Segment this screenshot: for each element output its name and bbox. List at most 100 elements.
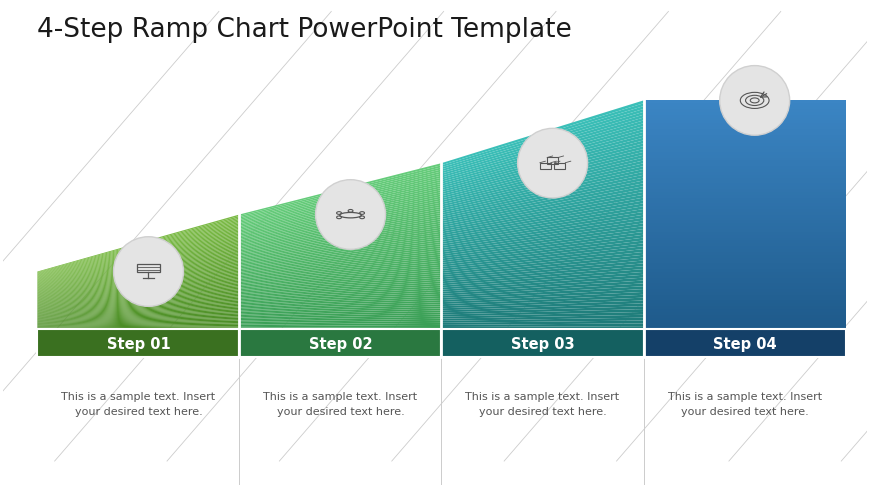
Polygon shape bbox=[37, 237, 239, 284]
Polygon shape bbox=[239, 306, 441, 315]
Polygon shape bbox=[441, 187, 643, 228]
Polygon shape bbox=[643, 255, 845, 258]
Polygon shape bbox=[643, 281, 845, 284]
Polygon shape bbox=[441, 238, 643, 265]
Polygon shape bbox=[37, 218, 239, 274]
Polygon shape bbox=[239, 271, 441, 291]
Polygon shape bbox=[441, 301, 643, 311]
Polygon shape bbox=[239, 286, 441, 301]
Polygon shape bbox=[239, 273, 441, 292]
Text: Step 03: Step 03 bbox=[510, 336, 574, 351]
Polygon shape bbox=[643, 232, 845, 235]
Ellipse shape bbox=[315, 180, 385, 250]
Polygon shape bbox=[239, 253, 441, 278]
Polygon shape bbox=[239, 280, 441, 297]
Polygon shape bbox=[441, 164, 643, 211]
Polygon shape bbox=[37, 295, 239, 313]
Polygon shape bbox=[441, 241, 643, 267]
Polygon shape bbox=[239, 243, 441, 271]
Polygon shape bbox=[239, 218, 441, 254]
Polygon shape bbox=[239, 228, 441, 261]
Polygon shape bbox=[643, 107, 845, 110]
Polygon shape bbox=[643, 284, 845, 286]
Polygon shape bbox=[643, 264, 845, 266]
Polygon shape bbox=[239, 193, 441, 237]
Polygon shape bbox=[643, 324, 845, 326]
Polygon shape bbox=[643, 235, 845, 238]
Polygon shape bbox=[643, 215, 845, 218]
Polygon shape bbox=[441, 232, 643, 261]
Polygon shape bbox=[37, 231, 239, 281]
Polygon shape bbox=[441, 298, 643, 309]
Polygon shape bbox=[239, 249, 441, 275]
Polygon shape bbox=[643, 312, 845, 315]
Polygon shape bbox=[643, 167, 845, 170]
Text: This is a sample text. Insert
your desired text here.: This is a sample text. Insert your desir… bbox=[667, 391, 820, 416]
Polygon shape bbox=[37, 321, 239, 326]
Polygon shape bbox=[37, 291, 239, 311]
Polygon shape bbox=[239, 261, 441, 284]
Polygon shape bbox=[239, 234, 441, 265]
Polygon shape bbox=[37, 285, 239, 308]
Polygon shape bbox=[441, 204, 643, 241]
Polygon shape bbox=[441, 227, 643, 257]
Polygon shape bbox=[239, 263, 441, 285]
Polygon shape bbox=[37, 326, 239, 329]
Polygon shape bbox=[37, 245, 239, 288]
Polygon shape bbox=[441, 195, 643, 234]
Polygon shape bbox=[441, 133, 643, 189]
Polygon shape bbox=[441, 192, 643, 232]
Polygon shape bbox=[643, 138, 845, 141]
Polygon shape bbox=[239, 319, 441, 324]
Polygon shape bbox=[37, 274, 239, 302]
Text: Step 02: Step 02 bbox=[308, 336, 372, 351]
Polygon shape bbox=[441, 104, 643, 168]
Polygon shape bbox=[643, 144, 845, 147]
Polygon shape bbox=[643, 113, 845, 116]
Polygon shape bbox=[441, 175, 643, 220]
Polygon shape bbox=[643, 286, 845, 289]
Polygon shape bbox=[37, 297, 239, 314]
Polygon shape bbox=[643, 207, 845, 209]
Polygon shape bbox=[441, 209, 643, 244]
Polygon shape bbox=[37, 299, 239, 315]
Polygon shape bbox=[643, 201, 845, 204]
Text: This is a sample text. Insert
your desired text here.: This is a sample text. Insert your desir… bbox=[465, 391, 619, 416]
Polygon shape bbox=[239, 230, 441, 262]
Polygon shape bbox=[239, 325, 441, 328]
Polygon shape bbox=[239, 224, 441, 258]
Polygon shape bbox=[643, 298, 845, 301]
Polygon shape bbox=[643, 318, 845, 321]
Polygon shape bbox=[37, 217, 239, 273]
Polygon shape bbox=[643, 306, 845, 309]
Polygon shape bbox=[441, 244, 643, 269]
Polygon shape bbox=[37, 225, 239, 278]
Polygon shape bbox=[441, 312, 643, 319]
Polygon shape bbox=[643, 153, 845, 155]
Polygon shape bbox=[643, 241, 845, 244]
Polygon shape bbox=[441, 249, 643, 273]
Polygon shape bbox=[239, 292, 441, 305]
Polygon shape bbox=[239, 238, 441, 268]
Polygon shape bbox=[643, 218, 845, 221]
Polygon shape bbox=[643, 116, 845, 118]
Text: SlideModel.com: SlideModel.com bbox=[334, 228, 432, 241]
Polygon shape bbox=[239, 309, 441, 317]
Polygon shape bbox=[239, 311, 441, 318]
Polygon shape bbox=[239, 305, 441, 314]
Polygon shape bbox=[239, 220, 441, 255]
Polygon shape bbox=[441, 304, 643, 313]
Polygon shape bbox=[441, 124, 643, 183]
Polygon shape bbox=[37, 226, 239, 279]
Polygon shape bbox=[643, 315, 845, 318]
Polygon shape bbox=[37, 248, 239, 289]
Polygon shape bbox=[239, 211, 441, 249]
Polygon shape bbox=[441, 252, 643, 276]
Polygon shape bbox=[37, 314, 239, 322]
Polygon shape bbox=[643, 224, 845, 227]
Polygon shape bbox=[643, 326, 845, 329]
Polygon shape bbox=[37, 228, 239, 279]
Polygon shape bbox=[643, 229, 845, 232]
Polygon shape bbox=[643, 249, 845, 252]
Polygon shape bbox=[643, 178, 845, 181]
